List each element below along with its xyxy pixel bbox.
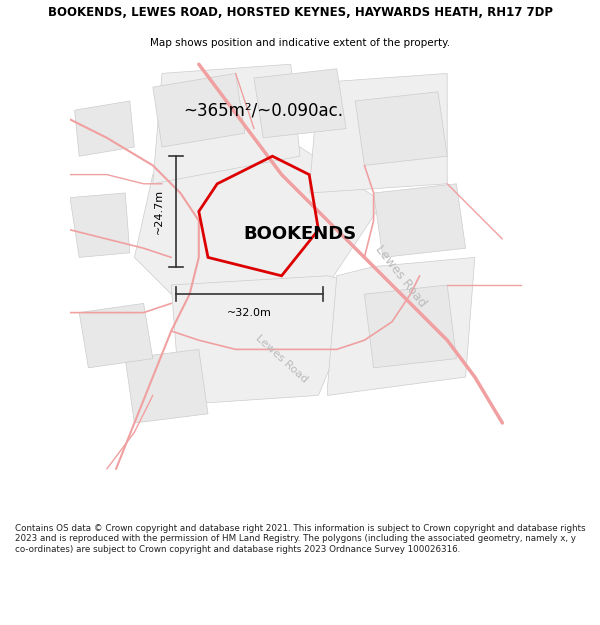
Polygon shape <box>134 147 383 294</box>
Text: BOOKENDS: BOOKENDS <box>244 226 356 243</box>
Text: Contains OS data © Crown copyright and database right 2021. This information is : Contains OS data © Crown copyright and d… <box>15 524 586 554</box>
Text: ~365m²/~0.090ac.: ~365m²/~0.090ac. <box>183 101 343 119</box>
Polygon shape <box>153 73 245 147</box>
Polygon shape <box>309 73 447 193</box>
Polygon shape <box>153 64 300 184</box>
Text: ~24.7m: ~24.7m <box>154 189 164 234</box>
Text: ~32.0m: ~32.0m <box>227 308 272 318</box>
Polygon shape <box>125 349 208 423</box>
Text: Lewes Road: Lewes Road <box>373 242 429 309</box>
Polygon shape <box>254 69 346 138</box>
Polygon shape <box>74 101 134 156</box>
Polygon shape <box>374 184 466 258</box>
Text: BOOKENDS, LEWES ROAD, HORSTED KEYNES, HAYWARDS HEATH, RH17 7DP: BOOKENDS, LEWES ROAD, HORSTED KEYNES, HA… <box>47 6 553 19</box>
Polygon shape <box>328 258 475 396</box>
Polygon shape <box>364 285 457 368</box>
Text: Map shows position and indicative extent of the property.: Map shows position and indicative extent… <box>150 38 450 48</box>
Polygon shape <box>70 193 130 258</box>
Polygon shape <box>171 276 364 404</box>
Text: Lewes Road: Lewes Road <box>254 332 310 384</box>
Polygon shape <box>355 92 447 166</box>
Polygon shape <box>79 303 153 368</box>
